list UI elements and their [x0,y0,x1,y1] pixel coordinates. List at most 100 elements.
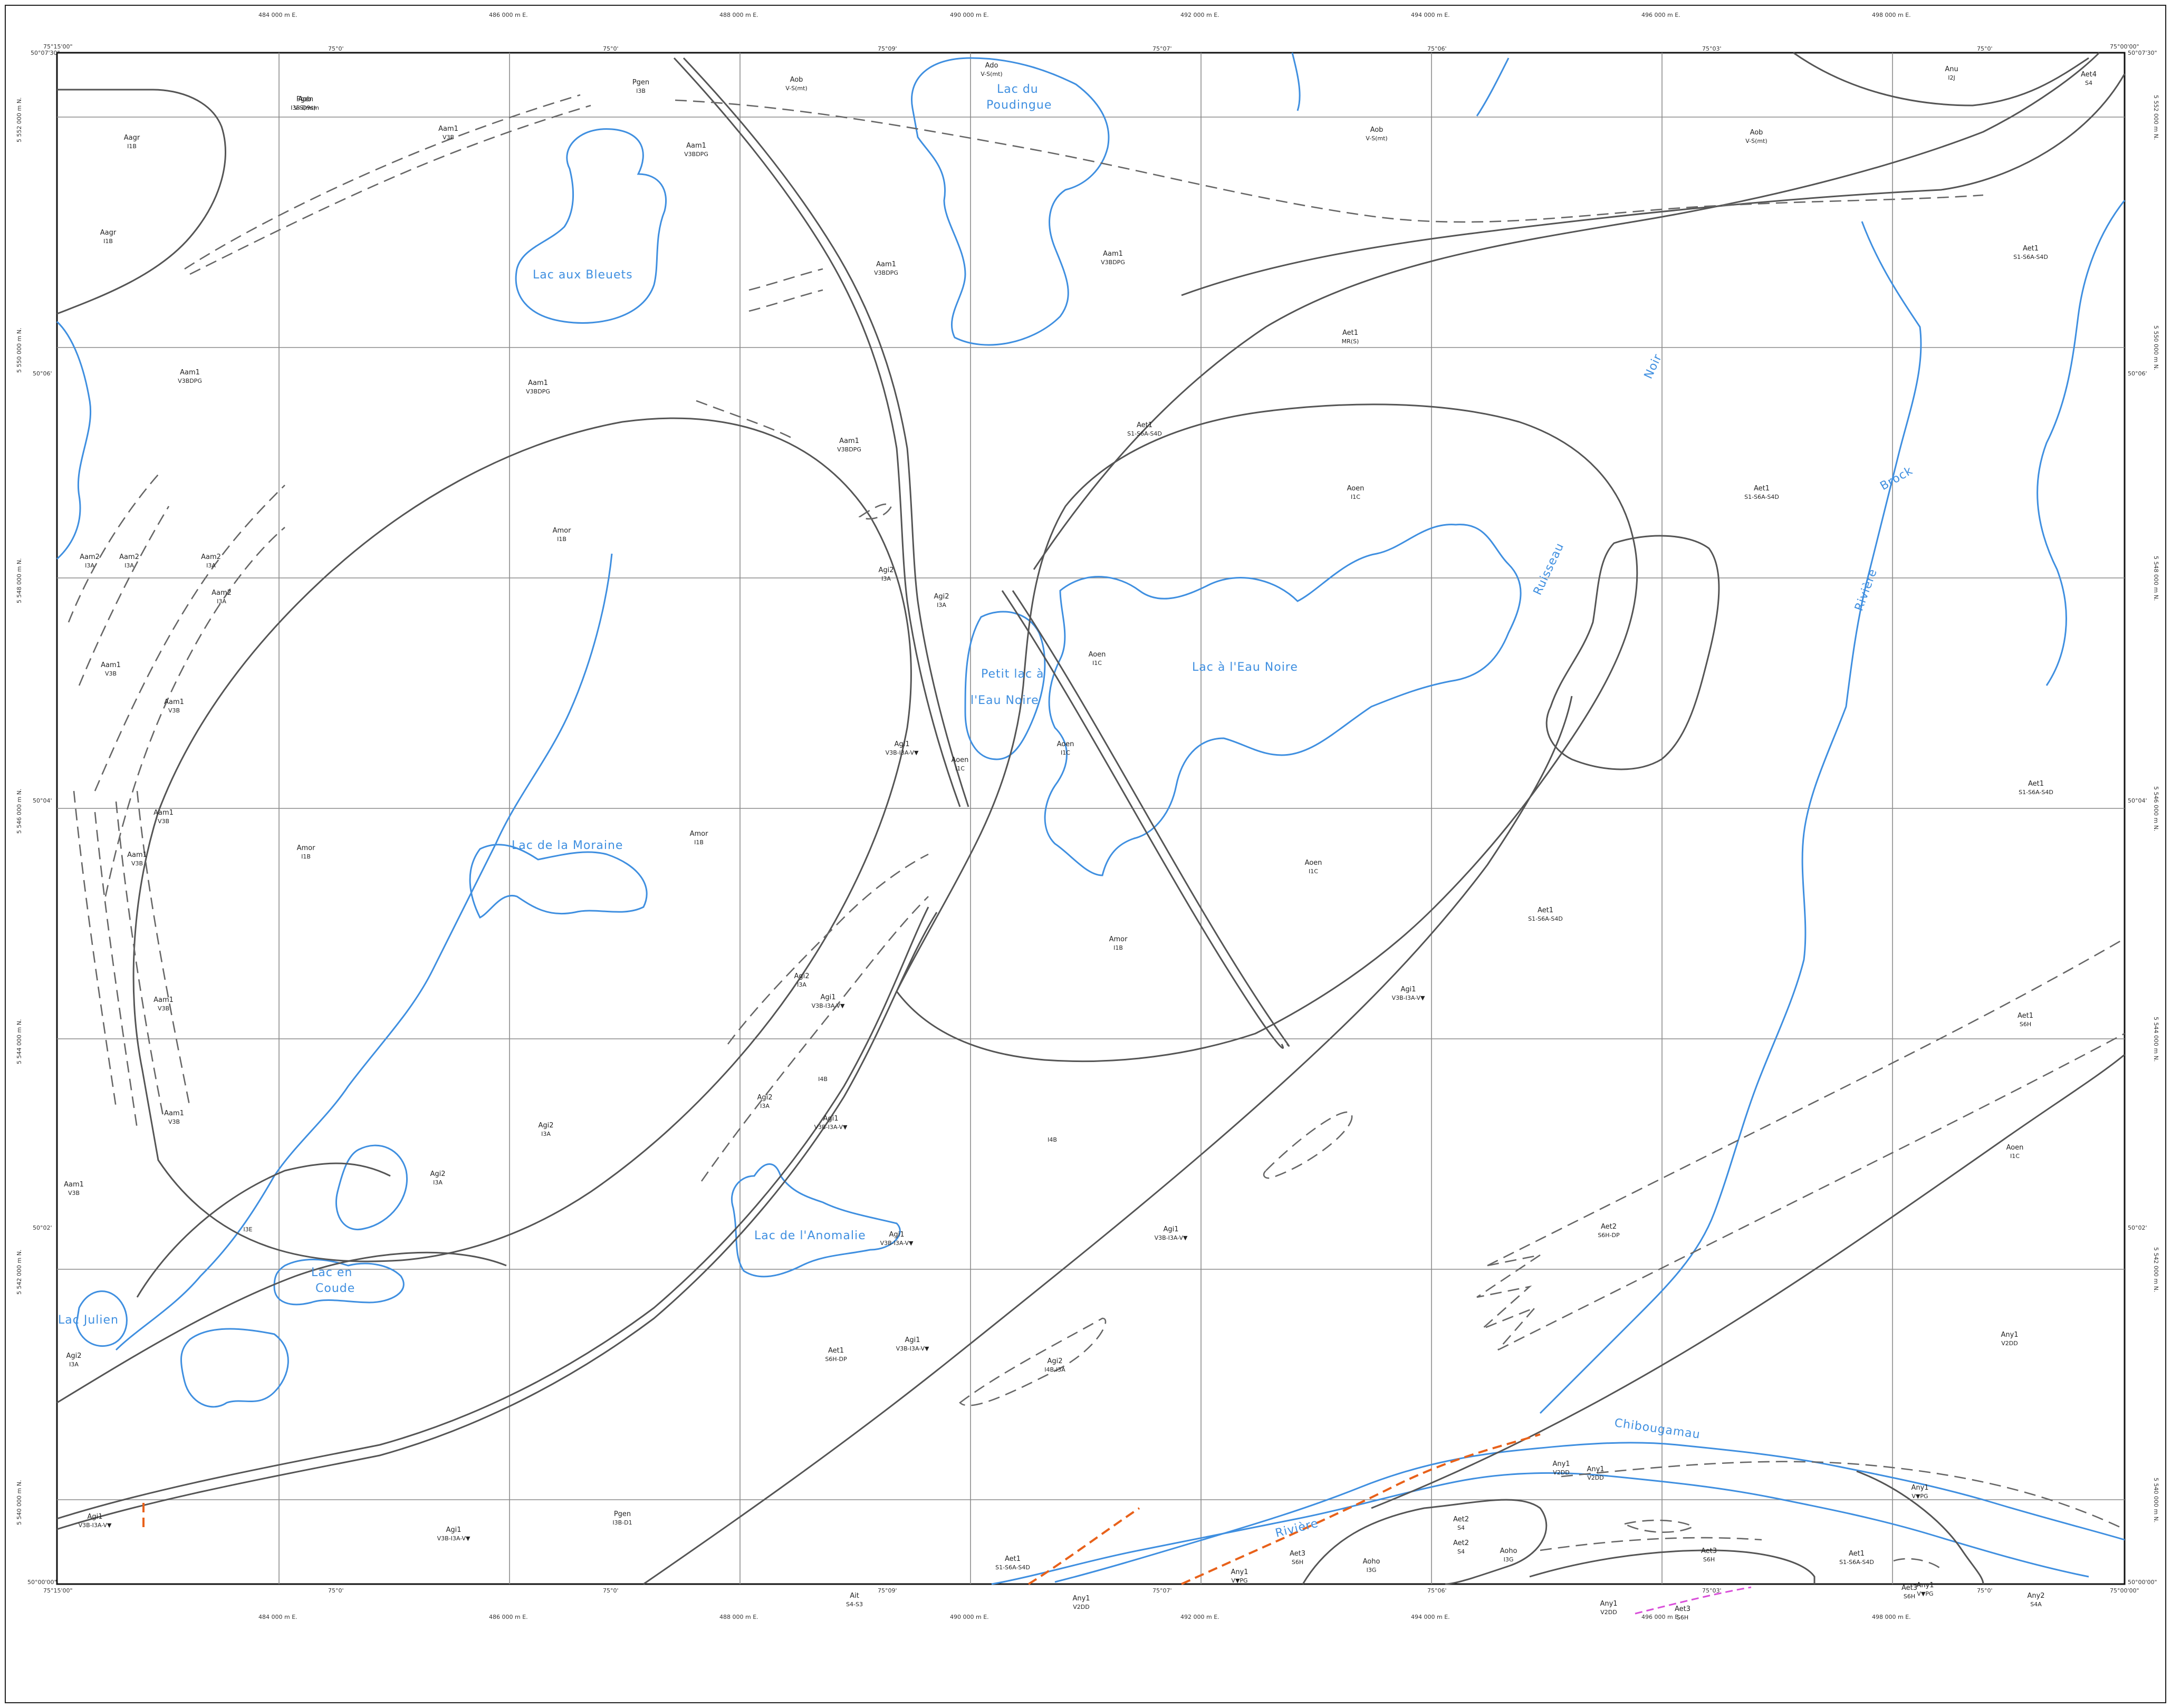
unit-code: S1-S6A-S4D [995,1564,1030,1571]
contact-north-upper [1793,52,2089,107]
top-longitude: 75°06' [1427,45,1447,52]
unit-code: V3B [168,707,180,714]
top-longitude: 75°0' [1977,45,1993,52]
unit-code: S6H [1703,1556,1715,1563]
inferred-lens-1 [1263,1111,1353,1179]
unit-name: Any1 [1916,1581,1934,1589]
unit-code: S6H [1292,1559,1303,1566]
contact-aoen-pluton [896,403,1638,1063]
inferred-zigzag-east [1476,1254,1541,1350]
unit-name: Aob [1750,129,1763,137]
top-easting: 494 000 m E. [1411,12,1450,18]
unit-code: I1C [1092,660,1102,667]
unit-name: Aoen [1305,859,1322,867]
fault-southeast [1181,1433,1541,1585]
bottom-easting: 484 000 m E. [258,1614,297,1620]
unit-code: V3B [168,1118,180,1125]
stream-west-margin [56,321,92,560]
unit-code: S4 [1457,1524,1465,1531]
contact-west-lower-2 [136,1162,391,1298]
unit-name: Agi1 [894,740,909,748]
unit-code: I1B [694,839,704,846]
unit-code: V3B-I3A-V▼ [880,1240,914,1247]
unit-code: S4A [2030,1601,2042,1608]
left-northing: 5 552 000 m N. [16,98,23,142]
inferred-contact-west-2 [78,506,170,686]
contact-south-east-corner [1856,1470,1984,1585]
unit-name: Aagr [124,134,140,142]
unit-code: V3B-I3A-V▼ [886,749,919,756]
unit-name: Any1 [1600,1600,1617,1608]
unit-code: I1C [1309,868,1318,875]
contact-amor-pluton [132,417,912,1262]
map-neatline [56,52,2126,1585]
unit-code: V3B-I3A-V▼ [1155,1234,1188,1241]
right-latitude: 50°06' [2128,370,2147,377]
unit-name: Aam1 [438,125,458,133]
right-northing: 5 548 000 m N. [2153,556,2159,601]
unit-code: V-S(mt) [1366,135,1387,142]
unit-code: S6H [2020,1021,2031,1028]
left-latitude: 50°02' [33,1224,52,1231]
unit-name: Agi1 [889,1231,904,1239]
right-northing: 5 542 000 m N. [2153,1247,2159,1292]
top-longitude: 75°03' [1702,45,1722,52]
bottom-easting: 490 000 m E. [950,1614,989,1620]
unit-name: Aet1 [1342,329,1358,337]
unit-name: Agi1 [446,1526,461,1534]
right-northing: 5 544 000 m N. [2153,1017,2159,1062]
top-longitude: 75°07' [1152,45,1172,52]
unit-code: V2DD [2001,1340,2018,1347]
contact-northwest-granite [56,89,226,315]
stream-east-brock [1539,221,1922,1414]
unit-code: I3A [433,1179,443,1186]
unit-code: S1-S6A-S4D [1839,1559,1874,1566]
unit-name: Aet1 [1005,1555,1021,1563]
stream-central-south [115,553,613,1351]
unit-code: I3A [881,575,891,582]
contact-northeast-belt-2 [1033,52,2100,570]
contact-southeast-block [1302,1499,1548,1585]
top-longitude: 75°0' [603,45,619,52]
unit-code: V3B [158,1005,169,1012]
unit-name: Aet1 [1538,906,1553,914]
unit-code: I3A [760,1103,770,1109]
unit-name: Aam1 [164,1109,184,1117]
unit-name: Agi2 [1047,1357,1062,1365]
contact-diagonal-major [643,696,1573,1585]
contact-proterozoic-dyke-southwest [56,906,929,1520]
lac-du-poudingue-shore [911,57,1110,346]
geological-contacts [56,52,2126,1585]
left-northing: 5 546 000 m N. [16,789,23,834]
inferred-lens-2 [959,1317,1107,1406]
left-latitude: 50°04' [33,797,52,804]
inferred-contact-north [675,99,1984,223]
contact-southeast-lens [1529,1549,1815,1584]
unit-code: V3BDPG [684,151,708,158]
label-lac-a-leau-noire: Lac à l'Eau Noire [1192,661,1298,674]
unit-name: Agi2 [538,1122,553,1130]
geological-unit-labels: AobV-S(mt)AobV-S(mt)AdoV-S(mt)AobV-S(mt)… [64,62,2097,1621]
unit-name: Aoen [952,756,969,764]
